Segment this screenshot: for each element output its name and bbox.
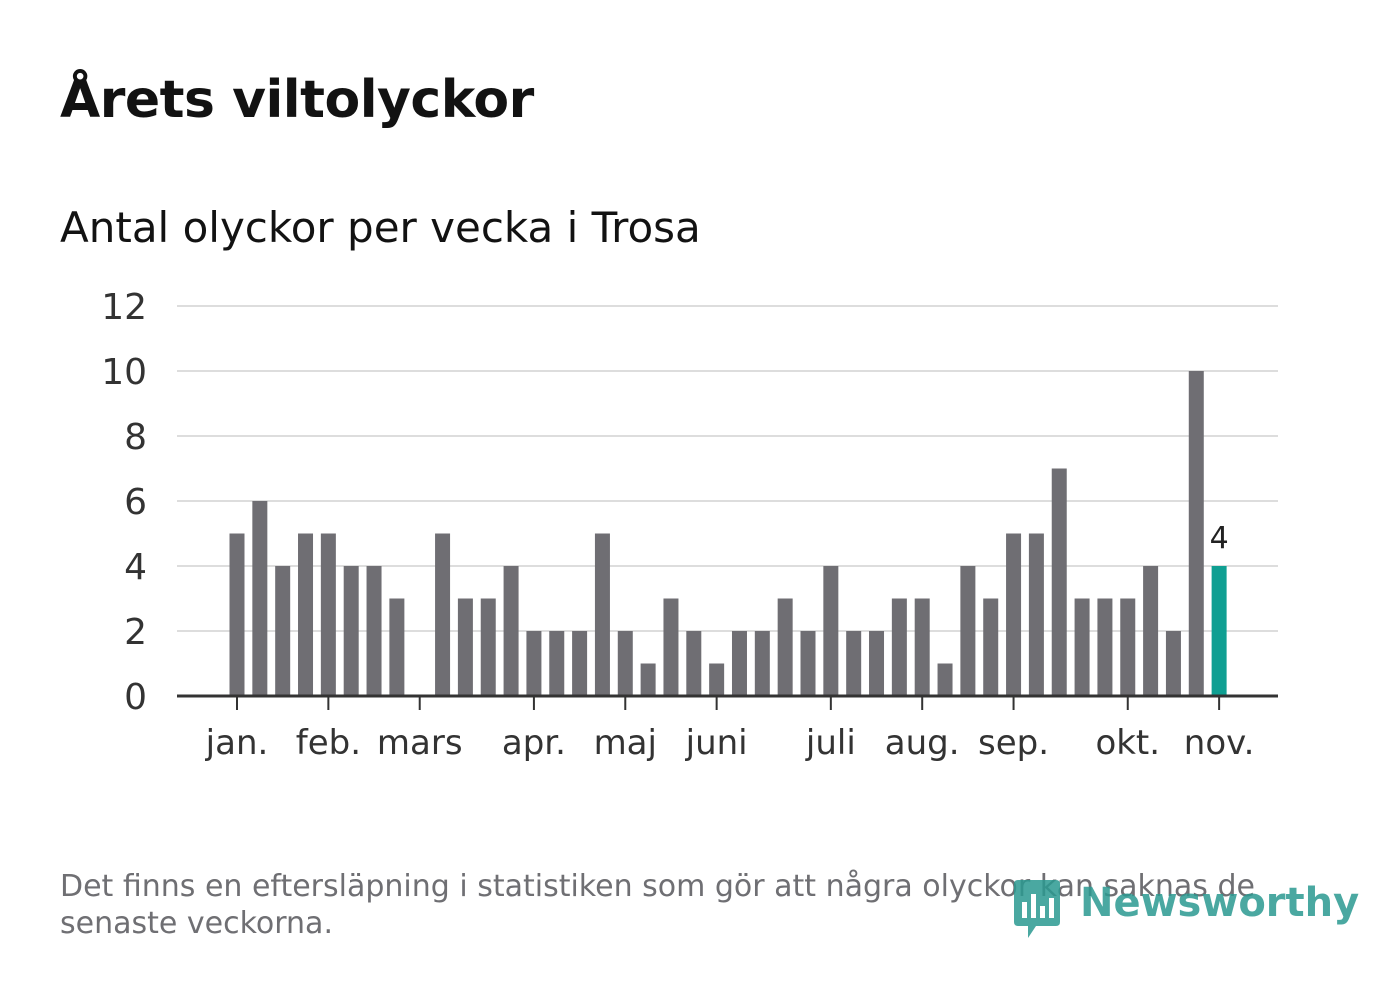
bar: [343, 566, 359, 696]
bar: [640, 663, 656, 696]
y-tick-label: 2: [124, 612, 147, 653]
x-tick-label: maj: [594, 723, 657, 763]
x-tick-label: mars: [377, 723, 463, 763]
bar: [731, 631, 747, 696]
bar: [252, 501, 268, 696]
bar: [457, 598, 473, 696]
bar: [686, 631, 702, 696]
x-tick-label: jan.: [205, 723, 269, 763]
bar: [617, 631, 633, 696]
bar: [229, 533, 245, 696]
bar: [1074, 598, 1090, 696]
y-tick-label: 10: [101, 352, 147, 393]
bar: [777, 598, 793, 696]
bar: [869, 631, 885, 696]
chart-subtitle: Antal olyckor per vecka i Trosa: [60, 203, 701, 252]
bar: [914, 598, 930, 696]
bar: [1006, 533, 1022, 696]
bar: [1143, 566, 1159, 696]
bar: [298, 533, 314, 696]
x-tick-label: aug.: [885, 723, 960, 763]
y-tick-label: 6: [124, 482, 147, 523]
bar: [891, 598, 907, 696]
x-tick-label: okt.: [1095, 723, 1160, 763]
bar: [709, 663, 725, 696]
x-tick-label: nov.: [1184, 723, 1255, 763]
data-labels: 4: [1210, 521, 1229, 556]
bar: [549, 631, 565, 696]
bar: [275, 566, 291, 696]
bar: [754, 631, 770, 696]
newsworthy-logo: Newsworthy: [1010, 876, 1359, 946]
bar: [594, 533, 610, 696]
grid-lines: [177, 305, 1278, 632]
bar: [1188, 371, 1204, 696]
bar: [1097, 598, 1113, 696]
bar: [389, 598, 405, 696]
bar: [503, 566, 519, 696]
y-tick-label: 12: [101, 287, 147, 328]
x-tick-label: apr.: [502, 723, 566, 763]
bar: [960, 566, 976, 696]
bar: [480, 598, 496, 696]
bar: [526, 631, 542, 696]
bars: [229, 371, 1227, 696]
bar: [800, 631, 816, 696]
bar: [823, 566, 839, 696]
x-axis: jan. feb. mars apr. maj juni juli aug. sep. okt. n…: [177, 694, 1278, 763]
bar: [937, 663, 953, 696]
bar: [663, 598, 679, 696]
bar: [1051, 468, 1067, 696]
x-tick-label: juli: [805, 723, 856, 763]
bar: [435, 533, 451, 696]
logo-text: Newsworthy: [1080, 880, 1360, 926]
y-axis-ticks: 0 2 4 6 8 10 12: [101, 287, 147, 718]
bar: [320, 533, 336, 696]
bar: [1120, 598, 1136, 696]
bar: [572, 631, 588, 696]
bar: [846, 631, 862, 696]
y-tick-label: 8: [124, 417, 147, 458]
bar-highlight: [1211, 566, 1227, 696]
x-tick-label: feb.: [296, 723, 361, 763]
y-tick-label: 4: [124, 547, 147, 588]
x-tick-label: juni: [685, 723, 748, 763]
bar: [366, 566, 382, 696]
chart-title: Årets viltolyckor: [60, 70, 534, 130]
highlight-value-label: 4: [1210, 521, 1229, 556]
newsworthy-chart-icon: [1014, 880, 1060, 938]
bar: [1165, 631, 1181, 696]
bar: [983, 598, 999, 696]
bar: [1028, 533, 1044, 696]
y-tick-label: 0: [124, 677, 147, 718]
x-tick-label: sep.: [978, 723, 1049, 763]
